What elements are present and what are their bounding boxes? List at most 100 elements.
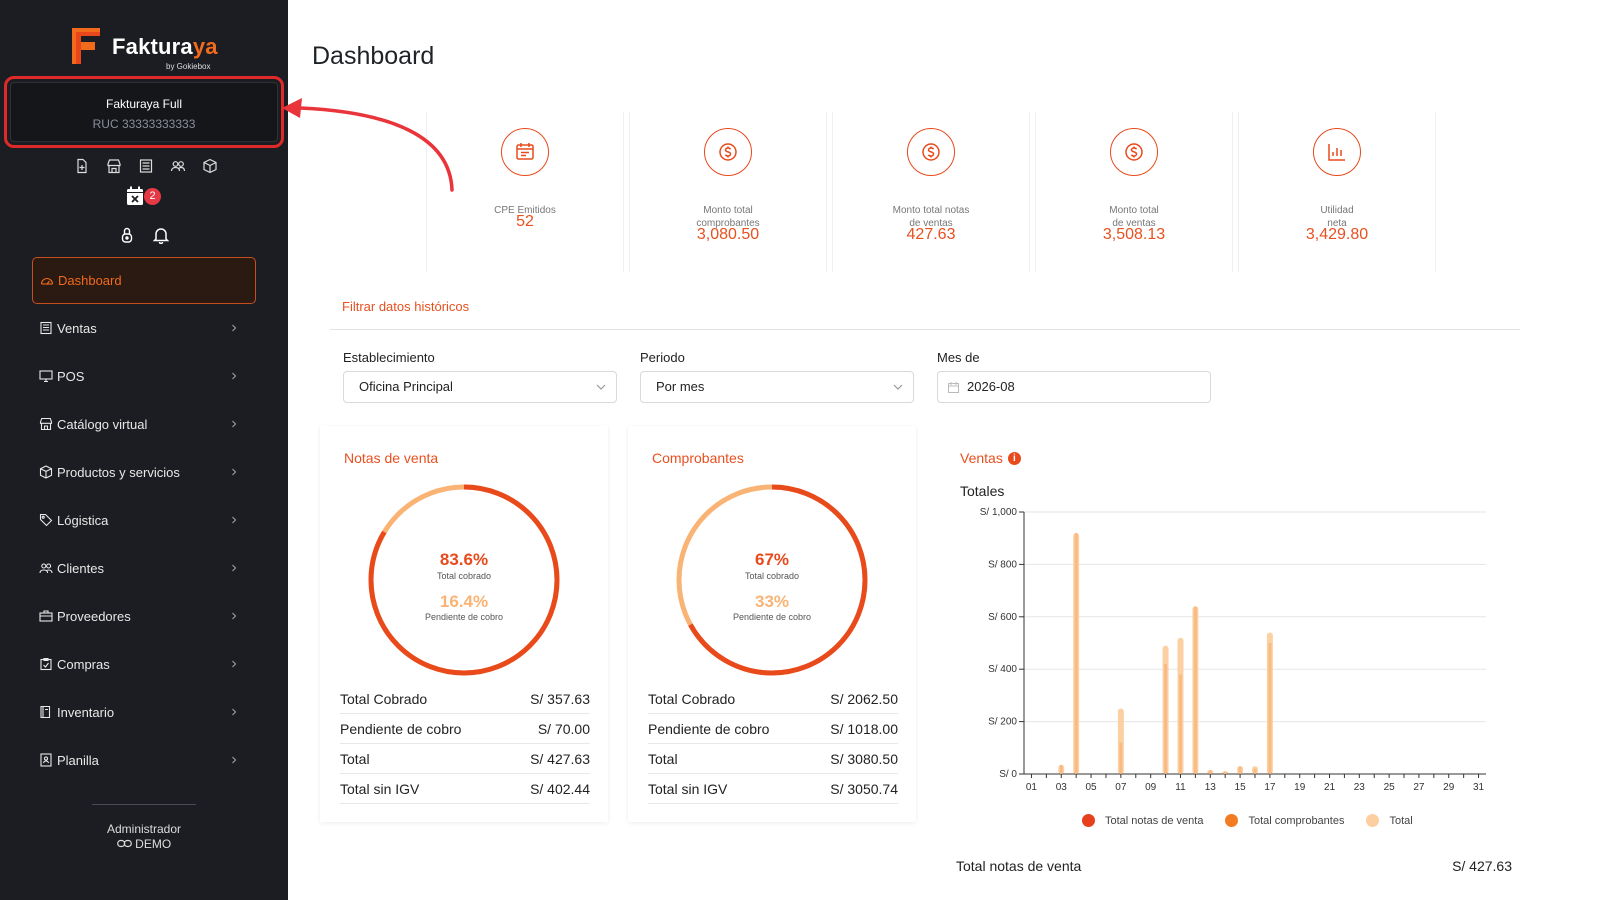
x-tick-label: 31 <box>1473 782 1485 793</box>
stat-label-line: comprobantes <box>696 218 760 229</box>
ventas-bar-chart: S/ 0 S/ 200 S/ 400 S/ 600 S/ 800 S/ 1,000 01 03… <box>980 507 1486 793</box>
bar-comprobantes <box>1193 606 1197 774</box>
file-plus-icon[interactable] <box>74 158 90 174</box>
establecimiento-label: Establecimiento <box>343 350 435 365</box>
bell-icon[interactable] <box>152 226 170 244</box>
bar-total <box>1192 606 1199 774</box>
summary-row: Total Cobrado S/ 357.63 <box>340 684 590 714</box>
cobrado-label: Total cobrado <box>436 571 492 581</box>
sidebar-item-dashboard[interactable]: Dashboard <box>32 257 256 304</box>
sidebar-item-lógistica[interactable]: Lógistica <box>32 496 256 544</box>
stat-value: 3,080.50 <box>696 226 760 243</box>
ventas-total-label: Total notas de venta <box>956 858 1082 874</box>
ventas-title: Ventas i <box>960 450 1021 466</box>
sidebar-item-pos[interactable]: POS <box>32 352 256 400</box>
stat-card: Utilidad neta 3,429.80 <box>1238 112 1436 272</box>
summary-row: Total Cobrado S/ 2062.50 <box>648 684 898 714</box>
store-icon[interactable] <box>106 158 122 174</box>
page-title: Dashboard <box>312 42 435 70</box>
user-info[interactable]: Administrador DEMO <box>60 822 228 852</box>
chevron-down-icon <box>596 384 606 390</box>
x-tick-label: 27 <box>1413 782 1425 793</box>
sidebar-item-label: Productos y servicios <box>57 464 180 480</box>
stat-label: Monto total notas de ventas <box>833 204 1029 230</box>
sidebar-item-inventario[interactable]: Inventario <box>32 688 256 736</box>
bar-total <box>1207 770 1214 774</box>
periodo-label: Periodo <box>640 350 685 365</box>
company-highlight: Fakturaya Full RUC 33333333333 <box>4 76 284 148</box>
donut-cobrado-arc <box>368 484 560 676</box>
list-icon[interactable] <box>138 158 154 174</box>
stat-label: CPE Emitidos <box>427 204 623 217</box>
legend-item[interactable]: Total comprobantes <box>1225 814 1344 827</box>
sidebar-item-compras[interactable]: Compras <box>32 640 256 688</box>
stat-label-line: CPE Emitidos <box>494 205 556 216</box>
bar-comprobantes <box>1059 764 1063 774</box>
brand-logo[interactable]: Fakturaya by Gokiebox <box>68 24 228 72</box>
chevron-right-icon <box>232 612 237 620</box>
info-icon[interactable]: i <box>1007 451 1021 465</box>
chevron-right-icon <box>232 564 237 572</box>
stat-label-line: Utilidad <box>1320 205 1354 216</box>
pendiente-percent: 33% <box>754 592 790 611</box>
ventas-total-value: S/ 427.63 <box>1452 858 1512 874</box>
stat-icon-circle <box>704 128 752 176</box>
x-tick-label: 01 <box>1026 782 1038 793</box>
summary-label: Pendiente de cobro <box>340 721 462 737</box>
calendar-x-icon <box>127 186 143 205</box>
establecimiento-value: Oficina Principal <box>359 379 453 394</box>
dollar-icon <box>922 143 940 161</box>
users-icon <box>39 563 53 574</box>
annotation-arrow <box>282 98 454 192</box>
legend-dot <box>1225 814 1239 827</box>
sidebar-item-label: Lógistica <box>57 512 109 528</box>
periodo-select[interactable]: Por mes <box>640 371 914 403</box>
sidebar-divider <box>92 804 196 805</box>
summary-label: Total sin IGV <box>648 781 728 797</box>
box-icon[interactable] <box>202 158 218 174</box>
sidebar-item-proveedores[interactable]: Proveedores <box>32 592 256 640</box>
sidebar-item-planilla[interactable]: Planilla <box>32 736 256 784</box>
legend-label: Total comprobantes <box>1248 814 1345 827</box>
summary-value: S/ 402.44 <box>530 781 590 797</box>
summary-value: S/ 3080.50 <box>830 751 898 767</box>
y-tick-label: S/ 200 <box>988 717 1017 728</box>
sidebar: Fakturaya by Gokiebox Fakturaya Full RUC… <box>0 0 288 900</box>
sidebar-item-label: Clientes <box>57 560 104 576</box>
main-content: Dashboard CPE Emitidos 52 Monto total compr… <box>288 0 1600 900</box>
x-tick-label: 17 <box>1264 782 1276 793</box>
receipt-icon <box>40 321 52 335</box>
bar-comprobantes <box>1074 532 1078 774</box>
sidebar-item-clientes[interactable]: Clientes <box>32 544 256 592</box>
stat-icon-circle <box>501 128 549 176</box>
user-role: Administrador <box>106 822 182 836</box>
donut-chart <box>676 484 868 676</box>
bar-total <box>1177 637 1184 774</box>
sidebar-item-catálogo-virtual[interactable]: Catálogo virtual <box>32 400 256 448</box>
notas-venta-card: Notas de venta 83.6% Total cobrado 16.4% Pen… <box>320 426 608 822</box>
company-ruc: RUC 33333333333 <box>92 117 196 131</box>
legend-item[interactable]: Total <box>1366 814 1413 827</box>
lock-icon[interactable] <box>120 226 134 244</box>
company-selector[interactable]: Fakturaya Full RUC 33333333333 <box>10 82 278 142</box>
sidebar-item-productos-y-servicios[interactable]: Productos y servicios <box>32 448 256 496</box>
summary-row: Total S/ 427.63 <box>340 744 590 774</box>
establecimiento-select[interactable]: Oficina Principal <box>343 371 617 403</box>
stat-label-line: Monto total <box>703 205 753 216</box>
sidebar-item-ventas[interactable]: Ventas <box>32 304 256 352</box>
legend-item[interactable]: Total notas de venta <box>1082 814 1203 827</box>
summary-row: Total S/ 3080.50 <box>648 744 898 774</box>
stat-label-line: neta <box>1327 218 1347 229</box>
filter-divider <box>330 329 1520 330</box>
summary-label: Total <box>648 751 678 767</box>
card-title: Comprobantes <box>652 450 744 466</box>
chevron-down-icon <box>893 384 903 390</box>
bar-comprobantes <box>1208 770 1212 774</box>
pendiente-percent: 16.4% <box>439 592 489 611</box>
stat-label-line: de ventas <box>1112 218 1156 229</box>
calendar-alerts[interactable]: 2 <box>126 186 166 208</box>
stat-value: 3,508.13 <box>1102 226 1166 243</box>
mes-date-input[interactable]: 2026-08 <box>937 371 1211 403</box>
chevron-right-icon <box>232 324 237 332</box>
users-icon[interactable] <box>170 158 186 174</box>
